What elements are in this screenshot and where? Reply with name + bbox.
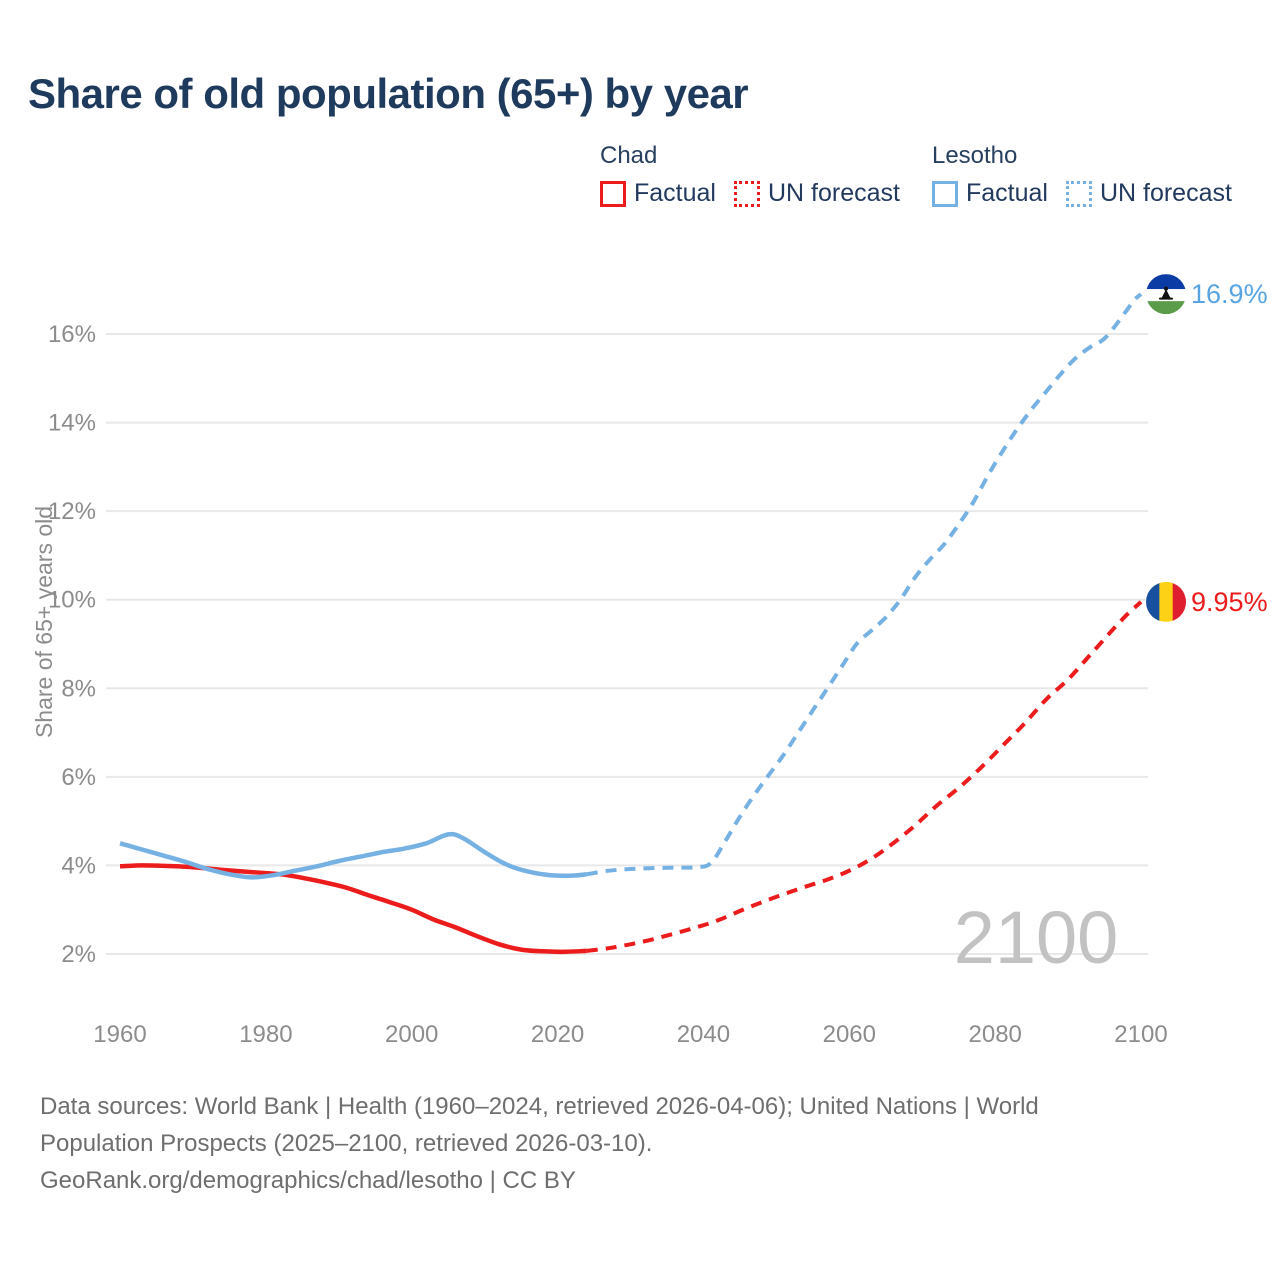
x-tick-label: 2080 bbox=[969, 1021, 1022, 1048]
y-tick-label: 12% bbox=[48, 498, 96, 525]
x-tick-label: 1980 bbox=[239, 1021, 292, 1048]
series-line-chad-un-forecast bbox=[586, 600, 1143, 953]
chad-flag-icon bbox=[1146, 581, 1187, 622]
lesotho-flag-icon bbox=[1146, 274, 1187, 315]
x-tick-label: 2000 bbox=[385, 1021, 438, 1048]
chart-legend: Chad Factual UN forecast Lesotho Factual UN f… bbox=[600, 142, 1232, 208]
y-tick-label: 8% bbox=[61, 675, 96, 702]
legend-item-label: Factual bbox=[965, 179, 1048, 207]
line-chart: 2% 4% 6% 8% 10% 12% 14% 16% 1960 1980 2000 2020 2040… bbox=[31, 274, 1268, 1048]
y-tick-label: 6% bbox=[61, 764, 96, 791]
gridlines bbox=[106, 333, 1148, 955]
y-axis-title: Share of 65+ years old bbox=[31, 506, 57, 738]
y-tick-label: 2% bbox=[61, 941, 96, 968]
x-tick-label: 2020 bbox=[531, 1021, 584, 1048]
legend-item-lesotho-factual[interactable]: Factual bbox=[931, 179, 1048, 208]
x-tick-label: 2040 bbox=[677, 1021, 730, 1048]
y-axis-ticks: 2% 4% 6% 8% 10% 12% 14% 16% bbox=[48, 321, 96, 968]
legend-item-label: UN forecast bbox=[767, 179, 900, 207]
y-tick-label: 16% bbox=[48, 321, 96, 348]
x-tick-label: 2100 bbox=[1114, 1021, 1167, 1048]
series-lines bbox=[119, 292, 1143, 955]
series-line-lesotho-factual bbox=[119, 831, 588, 880]
legend-country-label: Chad bbox=[600, 142, 658, 169]
watermark-year: 2100 bbox=[954, 896, 1119, 979]
x-axis-ticks: 1960 1980 2000 2020 2040 2060 2080 2100 bbox=[93, 1021, 1167, 1048]
legend-item-chad-factual[interactable]: Factual bbox=[600, 179, 716, 208]
legend-group-chad: Chad Factual UN forecast bbox=[600, 142, 900, 208]
x-tick-label: 2060 bbox=[823, 1021, 876, 1048]
legend-swatch-chad-un-forecast-icon bbox=[733, 180, 760, 207]
legend-swatch-lesotho-un-forecast-icon bbox=[1065, 180, 1092, 207]
page-title: Share of old population (65+) by year bbox=[28, 70, 749, 117]
series-line-lesotho-un-forecast bbox=[586, 292, 1143, 877]
series-line-chad-factual bbox=[119, 863, 587, 955]
legend-item-chad-un-forecast[interactable]: UN forecast bbox=[733, 179, 900, 208]
y-tick-label: 10% bbox=[48, 587, 96, 614]
x-tick-label: 1960 bbox=[93, 1021, 146, 1048]
footer-line-url: GeoRank.org/demographics/chad/lesotho | … bbox=[40, 1167, 576, 1194]
y-tick-label: 14% bbox=[48, 410, 96, 437]
footer-attribution: Data sources: World Bank | Health (1960–… bbox=[40, 1088, 1200, 1199]
legend-item-label: Factual bbox=[634, 179, 716, 207]
y-tick-label: 4% bbox=[61, 852, 96, 879]
legend-item-label: UN forecast bbox=[1099, 179, 1232, 207]
legend-group-lesotho: Lesotho Factual UN forecast bbox=[931, 142, 1232, 208]
end-value-label-lesotho: 16.9% bbox=[1191, 279, 1268, 309]
footer-line-datasources-2: Population Prospects (2025–2100, retriev… bbox=[40, 1130, 653, 1157]
legend-item-lesotho-un-forecast[interactable]: UN forecast bbox=[1065, 179, 1232, 208]
legend-swatch-lesotho-factual-icon bbox=[931, 180, 958, 207]
legend-swatch-chad-factual-icon bbox=[600, 180, 626, 207]
footer-line-datasources: Data sources: World Bank | Health (1960–… bbox=[40, 1093, 1039, 1120]
end-value-label-chad: 9.95% bbox=[1191, 587, 1268, 617]
legend-country-label: Lesotho bbox=[931, 142, 1018, 169]
